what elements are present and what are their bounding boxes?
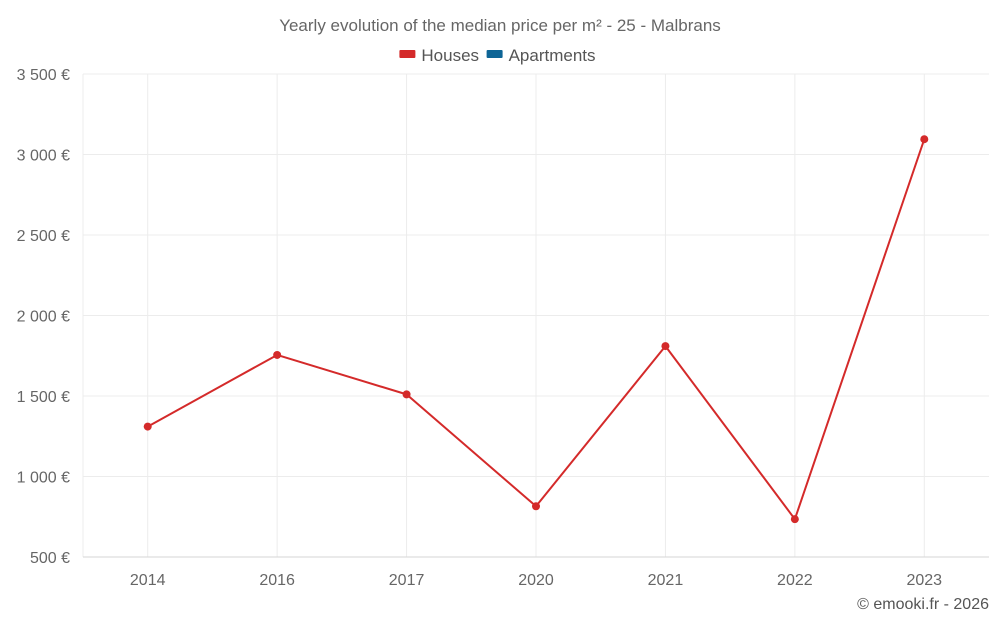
y-axis: 500 € 1 000 € 1 500 € 2 000 € 2 500 € 3 000 €…	[17, 67, 70, 567]
x-tick-label: 2014	[130, 572, 166, 589]
data-point[interactable]	[790, 515, 799, 524]
credit-text: © emooki.fr - 2026	[857, 596, 989, 613]
y-tick-label: 500 €	[30, 550, 70, 567]
data-point[interactable]	[920, 135, 929, 144]
legend: Houses Apartments	[399, 46, 596, 65]
data-point[interactable]	[143, 422, 152, 431]
data-point[interactable]	[273, 350, 282, 359]
x-tick-label: 2022	[777, 572, 813, 589]
chart-title: Yearly evolution of the median price per…	[279, 16, 721, 35]
x-tick-label: 2016	[259, 572, 295, 589]
x-tick-label: 2021	[648, 572, 684, 589]
x-tick-label: 2020	[518, 572, 554, 589]
legend-label[interactable]: Apartments	[509, 46, 596, 65]
x-tick-label: 2023	[906, 572, 942, 589]
legend-swatch	[399, 50, 416, 58]
y-tick-label: 3 000 €	[17, 148, 70, 165]
data-point[interactable]	[402, 390, 411, 399]
y-tick-label: 2 000 €	[17, 309, 70, 326]
series-layer	[143, 135, 929, 524]
legend-label[interactable]: Houses	[421, 46, 479, 65]
x-tick-label: 2017	[389, 572, 425, 589]
y-tick-label: 2 500 €	[17, 228, 70, 245]
x-axis: 2014 2016 2017 2020 2021 2022 2023	[83, 556, 989, 589]
data-point[interactable]	[661, 342, 670, 351]
data-point[interactable]	[532, 502, 540, 511]
y-tick-label: 1 500 €	[17, 389, 70, 406]
y-tick-label: 3 500 €	[17, 67, 70, 84]
legend-swatch	[486, 50, 503, 58]
y-tick-label: 1 000 €	[17, 470, 70, 487]
grid	[82, 73, 989, 557]
